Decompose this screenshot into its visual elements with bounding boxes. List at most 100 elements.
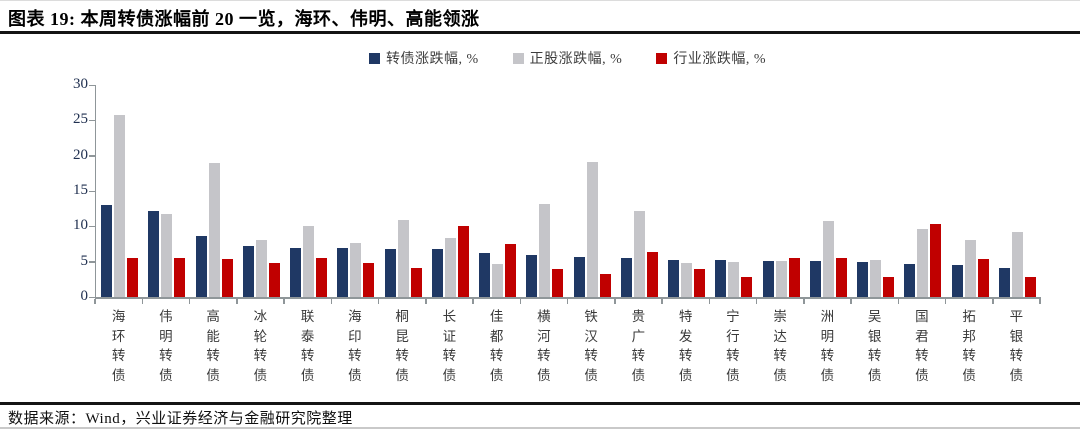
x-axis-label: 佳 都 转 债 <box>489 309 504 383</box>
x-axis-label: 铁 汉 转 债 <box>584 309 598 383</box>
bar-group-16 <box>852 85 899 297</box>
bar-series0-7 <box>431 249 443 297</box>
x-axis-label: 拓 邦 转 债 <box>962 309 976 383</box>
chart-legend: 转债涨跌幅, % 正股涨跌幅, % 行业涨跌幅, % <box>95 49 1040 67</box>
x-axis-tick-mark <box>519 299 521 304</box>
bar-group-2 <box>191 85 238 297</box>
bar-series2-8 <box>505 244 517 297</box>
bar-group-19 <box>994 85 1041 297</box>
bar-series0-2 <box>195 236 207 297</box>
bar-series2-13 <box>741 277 753 297</box>
bar-series1-18 <box>964 240 976 297</box>
legend-swatch-icon <box>368 52 380 64</box>
x-axis-tick-mark <box>850 299 852 304</box>
x-axis-tick-mark <box>708 299 710 304</box>
bar-series0-8 <box>479 253 491 297</box>
y-axis-tick-label: 20 <box>73 146 88 163</box>
x-axis-label: 洲 明 转 债 <box>820 309 835 383</box>
y-axis-tick-label: 25 <box>73 111 88 128</box>
bar-series0-19 <box>998 268 1010 297</box>
x-axis-tick-mark <box>803 299 805 304</box>
bar-series0-1 <box>148 211 160 297</box>
bar-series1-4 <box>303 226 315 297</box>
bar-series0-18 <box>951 265 963 297</box>
x-axis-tick-mark <box>661 299 663 304</box>
y-axis-tick-label: 5 <box>80 252 89 269</box>
x-axis-label: 贵 广 转 债 <box>631 309 646 383</box>
legend-label: 行业涨跌幅, % <box>673 52 766 67</box>
bar-group-12 <box>663 85 710 297</box>
bar-series0-12 <box>668 260 680 297</box>
x-axis-tick-mark <box>472 299 474 304</box>
bar-group-4 <box>285 85 332 297</box>
bar-series1-8 <box>492 264 504 297</box>
y-axis-tick-label: 15 <box>73 182 88 198</box>
y-axis-tick-mark <box>89 84 95 86</box>
bar-group-6 <box>380 85 427 297</box>
x-axis-tick-mark <box>330 299 332 304</box>
x-axis-label: 冰 轮 转 债 <box>253 309 268 383</box>
bar-series2-16 <box>883 277 895 297</box>
bar-series2-5 <box>363 263 375 297</box>
bar-series2-11 <box>646 252 658 297</box>
y-axis-tick-label: 0 <box>80 288 89 304</box>
x-axis-tick-mark <box>236 299 238 304</box>
bar-series0-13 <box>715 260 727 297</box>
bar-series0-15 <box>809 261 821 297</box>
bar-series0-9 <box>526 255 538 297</box>
bar-group-3 <box>238 85 285 297</box>
bar-group-9 <box>521 85 568 297</box>
bar-series1-12 <box>681 263 693 297</box>
bar-series0-5 <box>337 248 349 297</box>
bar-group-13 <box>710 85 757 297</box>
bar-group-5 <box>332 85 379 297</box>
bar-series1-7 <box>444 238 456 297</box>
bar-series1-11 <box>633 211 645 297</box>
y-axis-tick-label: 30 <box>73 76 88 92</box>
x-axis-label: 平 银 转 债 <box>1009 309 1024 383</box>
y-axis-tick-mark <box>89 225 95 228</box>
x-axis-label: 国 君 转 债 <box>915 309 929 383</box>
bar-group-11 <box>616 85 663 297</box>
bar-series1-10 <box>586 162 598 297</box>
x-axis-label: 横 河 转 债 <box>537 309 551 383</box>
x-axis-label: 长 证 转 债 <box>442 309 457 383</box>
bar-series1-17 <box>917 229 929 297</box>
bar-series1-19 <box>1011 232 1023 297</box>
legend-label: 正股涨跌幅, % <box>529 52 623 67</box>
bar-series2-7 <box>457 226 469 297</box>
y-axis-tick-mark <box>89 296 95 298</box>
x-axis-tick-mark <box>992 299 994 304</box>
x-axis-tick-mark <box>283 299 285 304</box>
bar-series2-3 <box>268 263 280 297</box>
x-axis-label: 崇 达 转 债 <box>773 309 787 383</box>
legend-swatch-icon <box>656 52 668 64</box>
bar-series0-17 <box>904 264 916 297</box>
bar-series2-6 <box>410 268 422 297</box>
y-axis-tick-label: 10 <box>73 217 88 234</box>
bar-series2-17 <box>930 224 942 297</box>
bar-series2-1 <box>174 258 186 297</box>
x-axis-tick-mark <box>377 299 380 304</box>
legend-item-2: 行业涨跌幅, % <box>656 48 766 68</box>
bar-series1-13 <box>728 262 740 297</box>
x-axis-label: 联 泰 转 债 <box>300 309 315 383</box>
bar-group-15 <box>805 85 852 297</box>
bar-groups <box>96 85 1041 297</box>
legend-item-1: 正股涨跌幅, % <box>512 48 623 68</box>
chart-title: 图表 19: 本周转债涨幅前 20 一览，海环、伟明、高能领涨 <box>8 9 480 29</box>
x-axis-label: 特 发 转 债 <box>678 309 693 383</box>
bar-series1-6 <box>397 220 409 297</box>
bar-series2-14 <box>788 258 800 297</box>
bar-series2-2 <box>221 259 233 297</box>
x-axis-tick-mark <box>566 299 569 304</box>
bar-series2-12 <box>694 269 706 297</box>
bar-series1-9 <box>539 204 551 297</box>
legend-label: 转债涨跌幅, % <box>385 52 479 67</box>
bar-series2-10 <box>599 274 611 297</box>
x-axis-label: 宁 行 转 债 <box>726 309 740 383</box>
bar-series0-3 <box>242 246 254 297</box>
bar-group-17 <box>899 85 946 297</box>
bar-series0-0 <box>101 205 113 297</box>
plot-area <box>95 85 1041 299</box>
